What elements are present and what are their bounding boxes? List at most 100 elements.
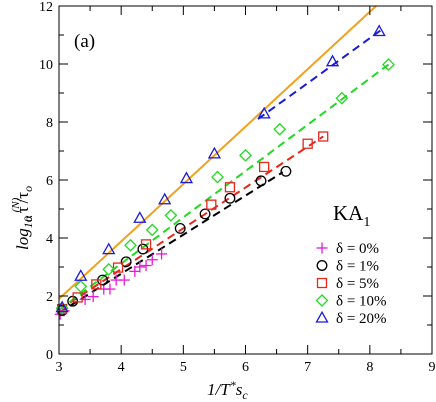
data-point	[206, 199, 217, 210]
data-point	[91, 279, 102, 290]
data-point	[112, 262, 124, 273]
system-label-sub: 1	[363, 215, 370, 230]
data-point	[72, 292, 83, 303]
data-point	[211, 170, 224, 184]
data-point	[280, 165, 292, 177]
data-point	[158, 192, 172, 205]
data-point	[102, 242, 116, 255]
system-label: KA1	[333, 201, 370, 230]
data-point	[79, 293, 91, 305]
y-axis-title-alpha: α	[21, 215, 35, 222]
data-point	[120, 256, 132, 268]
y-tick-label: 8	[46, 116, 53, 131]
data-point	[129, 265, 141, 277]
data-point	[224, 192, 236, 204]
data-point	[255, 175, 267, 187]
data-point	[224, 182, 236, 193]
legend-marker	[315, 294, 329, 307]
series-1-points	[54, 248, 168, 320]
data-point	[382, 58, 395, 71]
legend: δ = 0% δ = 1%δ = 5% δ = 10%δ = 20%	[315, 241, 387, 327]
data-point	[174, 222, 186, 234]
y-tick-label: 2	[46, 290, 53, 305]
y-axis-title-sup: (N)	[10, 197, 22, 212]
x-axis-title-s: s	[236, 380, 243, 399]
y-tick-label: 4	[46, 232, 53, 247]
data-point	[207, 146, 222, 159]
data-points	[54, 24, 395, 320]
y-axis-title-sub: o	[21, 186, 35, 192]
legend-item-2: δ = 1%	[316, 259, 379, 275]
x-tick-label: 4	[118, 360, 125, 375]
x-tick-label: 3	[56, 360, 63, 375]
legend-label: δ = 5%	[336, 276, 379, 292]
panel-label: (a)	[74, 31, 95, 52]
y-axis-title-base: 10	[21, 216, 35, 228]
legend-item-4: δ = 10%	[315, 294, 387, 310]
data-point	[302, 138, 313, 149]
data-point	[258, 161, 270, 173]
data-point	[134, 261, 146, 273]
data-point	[140, 260, 152, 272]
legend-marker	[316, 277, 328, 289]
legend-marker	[315, 310, 329, 323]
data-point	[133, 211, 147, 223]
y-axis-title-slash: /τ	[13, 192, 32, 204]
y-axis-title: log10 τ(N) α/τo	[10, 186, 35, 250]
y-axis-title-log: log	[13, 228, 32, 250]
legend-item-3: δ = 5%	[316, 276, 379, 292]
data-point	[239, 148, 252, 162]
fit-line-5	[257, 28, 383, 120]
data-point	[325, 54, 340, 67]
data-point	[140, 239, 152, 250]
x-axis-title: 1/T*sc	[207, 378, 248, 402]
data-point	[102, 262, 116, 276]
data-point	[74, 280, 88, 293]
data-point	[156, 248, 168, 260]
legend-label: δ = 20%	[336, 311, 387, 327]
data-point	[145, 223, 159, 237]
data-point	[372, 24, 386, 37]
data-point	[104, 283, 116, 295]
data-point	[55, 301, 69, 315]
series-5-points	[55, 24, 386, 313]
x-axis-title-sub: c	[242, 388, 248, 402]
y-tick-label: 10	[39, 58, 53, 73]
data-point	[199, 208, 211, 220]
data-point	[318, 131, 329, 142]
y-tick-label: 6	[46, 174, 53, 189]
data-point	[124, 238, 137, 252]
data-point	[87, 291, 99, 303]
series-4-points	[55, 58, 395, 315]
y-axis-title-tau: τ	[13, 206, 32, 213]
legend-label: δ = 0%	[336, 241, 379, 257]
system-label-main: KA	[333, 201, 364, 225]
data-point	[179, 171, 194, 184]
data-point	[335, 91, 349, 105]
legend-item-1: δ = 0%	[316, 241, 379, 257]
y-tick-label: 0	[46, 348, 53, 363]
data-point	[257, 106, 271, 119]
series-3-points	[56, 131, 329, 315]
axis-ticks	[58, 5, 433, 355]
legend-marker	[316, 242, 328, 254]
data-point	[74, 269, 88, 281]
data-point	[146, 254, 158, 266]
x-tick-label: 7	[304, 360, 311, 375]
x-tick-label: 8	[366, 360, 373, 375]
fit-line-3	[59, 135, 324, 311]
svg-text:log10τ(N)α/τo: log10 τ(N) α/τo	[10, 186, 35, 250]
legend-marker	[316, 260, 328, 271]
legend-label: δ = 1%	[336, 259, 379, 275]
legend-label: δ = 10%	[336, 294, 387, 310]
data-point	[164, 208, 178, 222]
data-point	[118, 274, 130, 286]
x-axis-title-main: 1/T	[207, 380, 231, 399]
legend-item-5: δ = 20%	[315, 310, 387, 327]
x-tick-label: 5	[180, 360, 187, 375]
tick-labels: 3 4 5 6 7 8 9 0 2 4 6 8 10 12	[39, 0, 436, 375]
x-tick-label: 6	[242, 360, 249, 375]
y-tick-label: 12	[39, 0, 53, 15]
data-point	[273, 122, 287, 136]
x-tick-label: 9	[429, 360, 436, 375]
